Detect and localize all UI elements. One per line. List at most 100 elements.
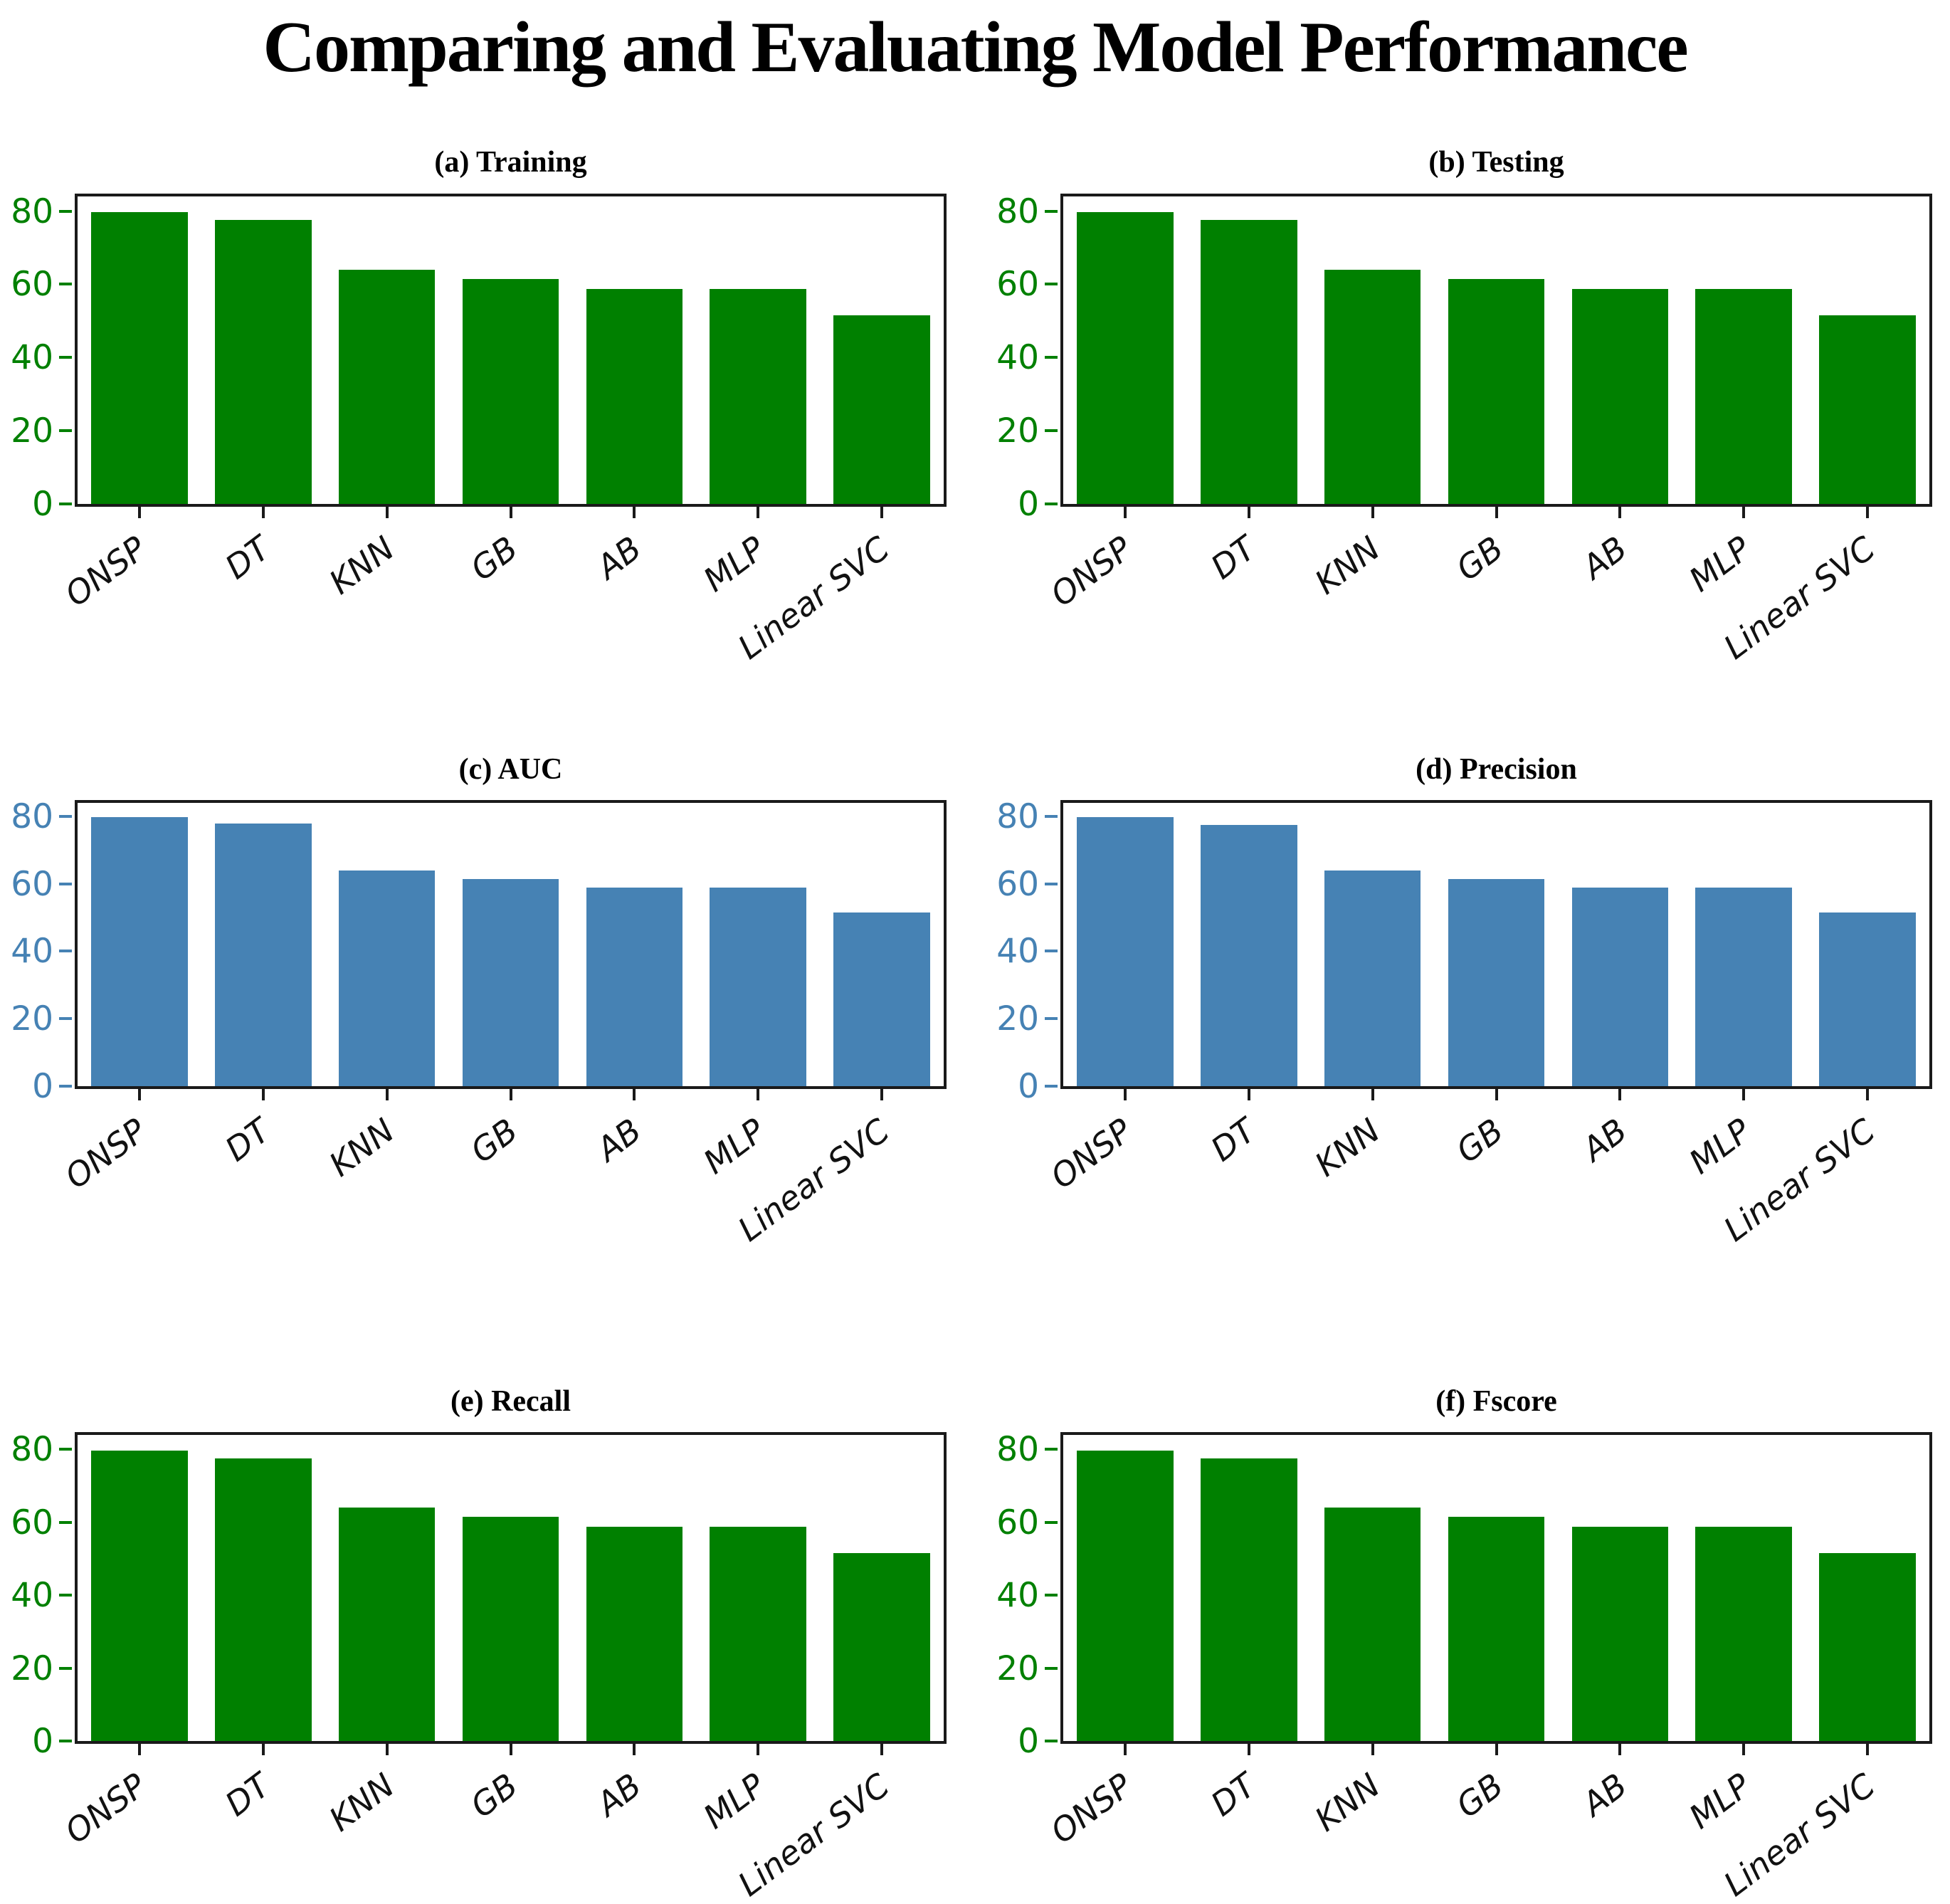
y-tick-label: 60: [11, 864, 53, 904]
x-tick: [1742, 504, 1746, 518]
x-tick-label: KNN: [1307, 1110, 1387, 1184]
bar-gb: [462, 878, 559, 1086]
y-tick: [59, 356, 72, 359]
y-tick: [59, 503, 72, 505]
y-tick: [59, 1448, 72, 1451]
y-tick: [59, 209, 72, 213]
x-tick-label: MLP: [696, 1110, 773, 1182]
x-tick-label: MLP: [696, 1765, 773, 1836]
bar-mlp: [710, 288, 806, 504]
x-tick: [509, 504, 512, 518]
bar-mlp: [1695, 1527, 1792, 1741]
y-tick-label: 80: [11, 191, 53, 231]
x-tick-label: KNN: [322, 528, 401, 602]
plot-area-c: 0 20 40 60 80 ONSP DT KNN GB AB MLP Linear SVC: [11, 800, 947, 1249]
x-tick: [509, 1741, 512, 1755]
x-tick: [385, 1741, 389, 1755]
y-tick-label: 0: [32, 485, 53, 524]
bar-onsp: [1077, 816, 1174, 1086]
y-tick: [1045, 429, 1058, 433]
x-tick-label: AB: [1575, 528, 1635, 587]
y-tick: [59, 1017, 72, 1021]
y-tick-label: 40: [996, 338, 1039, 378]
bar-linear-svc: [833, 912, 930, 1086]
bar-ab: [586, 288, 683, 504]
x-tick: [880, 1086, 884, 1100]
bar-linear-svc: [1819, 1553, 1916, 1741]
y-tick: [59, 1666, 72, 1670]
x-tick: [261, 1741, 265, 1755]
x-tick-label: GB: [463, 1110, 525, 1171]
y-tick: [1045, 950, 1058, 953]
bar-mlp: [710, 1527, 806, 1741]
x-tick-label: AB: [589, 528, 649, 587]
bar-knn: [338, 269, 436, 504]
bar-onsp: [91, 816, 188, 1086]
bar-gb: [462, 278, 559, 504]
x-tick: [757, 1086, 760, 1100]
x-tick: [1371, 504, 1374, 518]
x-tick: [757, 504, 760, 518]
y-tick: [59, 1594, 72, 1597]
y-tick-label: 0: [1018, 1722, 1039, 1761]
y-tick: [1045, 503, 1058, 505]
y-tick: [1045, 1740, 1058, 1742]
y-tick: [59, 882, 72, 885]
bar-onsp: [1077, 211, 1174, 504]
bar-ab: [586, 1527, 683, 1741]
x-tick: [1495, 1741, 1498, 1755]
y-tick-label: 0: [32, 1722, 53, 1761]
x-tick: [880, 1741, 884, 1755]
x-tick: [633, 1741, 636, 1755]
y-tick: [59, 1520, 72, 1524]
y-tick-label: 60: [996, 1503, 1039, 1542]
figure-title: Comparing and Evaluating Model Performan…: [263, 7, 1688, 88]
bar-onsp: [1077, 1450, 1174, 1741]
y-tick-label: 60: [11, 1503, 53, 1542]
x-tick: [1123, 1086, 1127, 1100]
subplot-title-c: (c) AUC: [458, 753, 563, 786]
y-tick: [1045, 1666, 1058, 1670]
y-tick-label: 80: [996, 796, 1039, 836]
x-tick-label: GB: [1449, 528, 1511, 589]
y-tick-label: 80: [996, 191, 1039, 231]
y-tick: [1045, 1085, 1058, 1088]
x-tick: [137, 1741, 141, 1755]
y-tick-label: 80: [996, 1430, 1039, 1470]
y-tick-label: 60: [996, 864, 1039, 904]
x-tick: [633, 504, 636, 518]
x-tick: [1618, 1741, 1622, 1755]
bar-knn: [1324, 870, 1421, 1086]
y-tick: [1045, 283, 1058, 286]
x-tick: [1742, 1086, 1746, 1100]
subplot-title-a: (a) Training: [434, 146, 587, 179]
bar-gb: [1448, 1517, 1545, 1741]
y-tick-label: 20: [996, 999, 1039, 1039]
bar-onsp: [91, 1450, 188, 1741]
bar-knn: [1324, 1508, 1421, 1741]
y-tick-label: 20: [11, 1648, 53, 1688]
x-tick-label: GB: [463, 528, 525, 589]
y-tick-label: 20: [11, 999, 53, 1039]
x-tick-label: AB: [589, 1110, 649, 1169]
y-tick: [1045, 814, 1058, 818]
y-tick-label: 0: [32, 1067, 53, 1106]
plot-area-a: 0 20 40 60 80 ONSP DT KNN GB AB MLP Linear SVC: [11, 194, 947, 667]
y-tick-label: 80: [11, 1430, 53, 1470]
y-tick: [1045, 1520, 1058, 1524]
x-tick: [1618, 1086, 1622, 1100]
bar-linear-svc: [833, 315, 930, 504]
x-tick: [261, 504, 265, 518]
subplot-title-b: (b) Testing: [1428, 146, 1564, 179]
x-tick: [1866, 504, 1870, 518]
x-tick-label: MLP: [1682, 1110, 1759, 1182]
x-tick-label: ONSP: [1043, 528, 1140, 614]
y-tick: [59, 429, 72, 433]
bar-dt: [1200, 220, 1297, 504]
bar-dt: [1200, 824, 1297, 1086]
x-tick: [1618, 504, 1622, 518]
y-tick: [1045, 882, 1058, 885]
bar-gb: [462, 1517, 559, 1741]
y-tick: [59, 283, 72, 286]
